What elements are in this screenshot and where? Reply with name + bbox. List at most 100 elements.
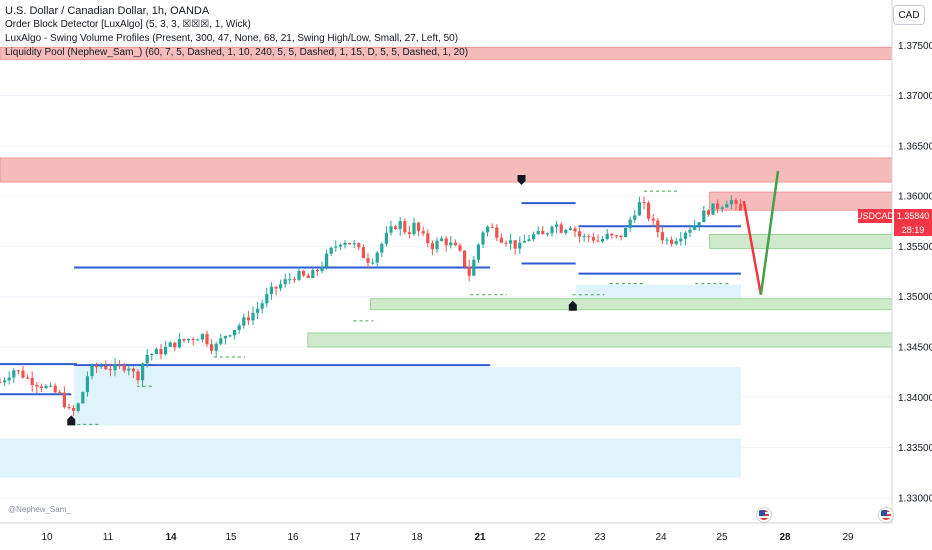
candle-body — [325, 253, 329, 267]
candle-body — [729, 200, 733, 205]
time-tick-label: 22 — [534, 532, 546, 543]
candle-body — [476, 244, 480, 260]
time-tick-label: 25 — [716, 532, 728, 543]
candle-body — [288, 279, 292, 281]
candle-body — [334, 246, 338, 248]
indicator-swing-volume[interactable]: LuxAlgo - Swing Volume Profiles (Present… — [5, 33, 459, 44]
candle-body — [58, 392, 62, 394]
candle-body — [3, 380, 7, 383]
us-flag-icon[interactable] — [878, 507, 894, 523]
candle-body — [12, 370, 16, 378]
candle-body — [412, 222, 416, 235]
candle-body — [187, 338, 191, 341]
candle-body — [674, 241, 678, 244]
demand-zone — [370, 298, 893, 311]
candle-body — [127, 368, 131, 371]
candle-body — [490, 226, 494, 228]
candle-body — [329, 247, 333, 254]
candle-body — [697, 222, 701, 226]
candle-body — [532, 234, 536, 240]
candle-body — [214, 343, 218, 351]
candle-body — [734, 200, 738, 204]
horizontal-levels — [0, 202, 741, 396]
candle-body — [219, 338, 223, 344]
candle-body — [614, 235, 618, 237]
candle-body — [559, 224, 563, 233]
candle-body — [256, 308, 260, 313]
candle-body — [545, 233, 549, 235]
candle-body — [637, 202, 641, 216]
time-tick-label: 16 — [287, 532, 299, 543]
candle-body — [99, 365, 103, 368]
candle-body — [725, 204, 729, 208]
candle-body — [665, 239, 669, 241]
candle-body — [348, 242, 352, 245]
candle-body — [141, 363, 145, 381]
candle-body — [90, 365, 94, 377]
candle-body — [164, 346, 168, 355]
candle-body — [357, 243, 361, 248]
projection — [742, 170, 780, 295]
candle-body — [495, 227, 499, 238]
candle-body — [605, 233, 609, 239]
candle-body — [320, 266, 324, 272]
time-tick-label: 18 — [411, 532, 423, 543]
candle-body — [85, 376, 89, 393]
candle-body — [518, 242, 522, 249]
candle-body — [449, 242, 453, 246]
candle-body — [361, 247, 365, 259]
candle-body — [246, 317, 250, 321]
candle-body — [136, 371, 140, 381]
candle-body — [242, 317, 246, 326]
time-tick-label: 10 — [41, 532, 53, 543]
candle-body — [53, 385, 57, 393]
candle-body — [619, 235, 623, 238]
indicator-liquidity-pool[interactable]: Liquidity Pool (Nephew_Sam_) (60, 7, 5, … — [5, 47, 469, 58]
candle-body — [21, 370, 25, 378]
candle-body — [265, 294, 269, 304]
candle-body — [642, 202, 646, 204]
candle-body — [417, 222, 421, 232]
candle-body — [159, 349, 163, 355]
us-flag-icon[interactable] — [756, 507, 772, 523]
price-tick-label: 1.34500 — [898, 342, 932, 353]
candle-body — [656, 220, 660, 233]
candle-body — [260, 303, 264, 309]
candle-body — [95, 365, 99, 368]
legend: U.S. Dollar / Canadian Dollar, 1h, OANDA… — [5, 4, 468, 60]
swing-marker-icon — [517, 175, 526, 186]
candle-body — [670, 239, 674, 244]
indicator-order-block[interactable]: Order Block Detector [LuxAlgo] (5, 3, 3,… — [5, 19, 251, 30]
candles — [0, 195, 743, 417]
candle-body — [274, 286, 278, 289]
candle-body — [108, 369, 112, 371]
candle-body — [453, 242, 457, 246]
candle-body — [315, 270, 319, 272]
projection-line — [742, 200, 763, 295]
price-tick-label: 1.34000 — [898, 393, 932, 404]
candle-body — [182, 339, 186, 341]
candle-body — [573, 228, 577, 232]
candle-body — [269, 286, 273, 295]
candle-body — [568, 228, 572, 230]
currency-button[interactable]: CAD — [893, 5, 925, 25]
projection-line — [759, 170, 780, 295]
supply-zone — [0, 157, 893, 183]
candle-body — [550, 226, 554, 234]
candle-body — [651, 218, 655, 221]
candle-body — [228, 335, 232, 337]
time-axis-bg — [0, 523, 932, 550]
price-tick-label: 1.36000 — [898, 192, 932, 203]
price-tick-label: 1.35000 — [898, 292, 932, 303]
time-tick-label: 17 — [349, 532, 361, 543]
candle-body — [679, 238, 683, 242]
candle-body — [371, 262, 375, 264]
candle-body — [693, 225, 697, 230]
candle-body — [150, 353, 154, 356]
candle-body — [513, 240, 517, 249]
candle-body — [177, 339, 181, 348]
candle-body — [191, 338, 195, 340]
candle-body — [440, 238, 444, 242]
volume-profile-zone — [0, 438, 741, 478]
